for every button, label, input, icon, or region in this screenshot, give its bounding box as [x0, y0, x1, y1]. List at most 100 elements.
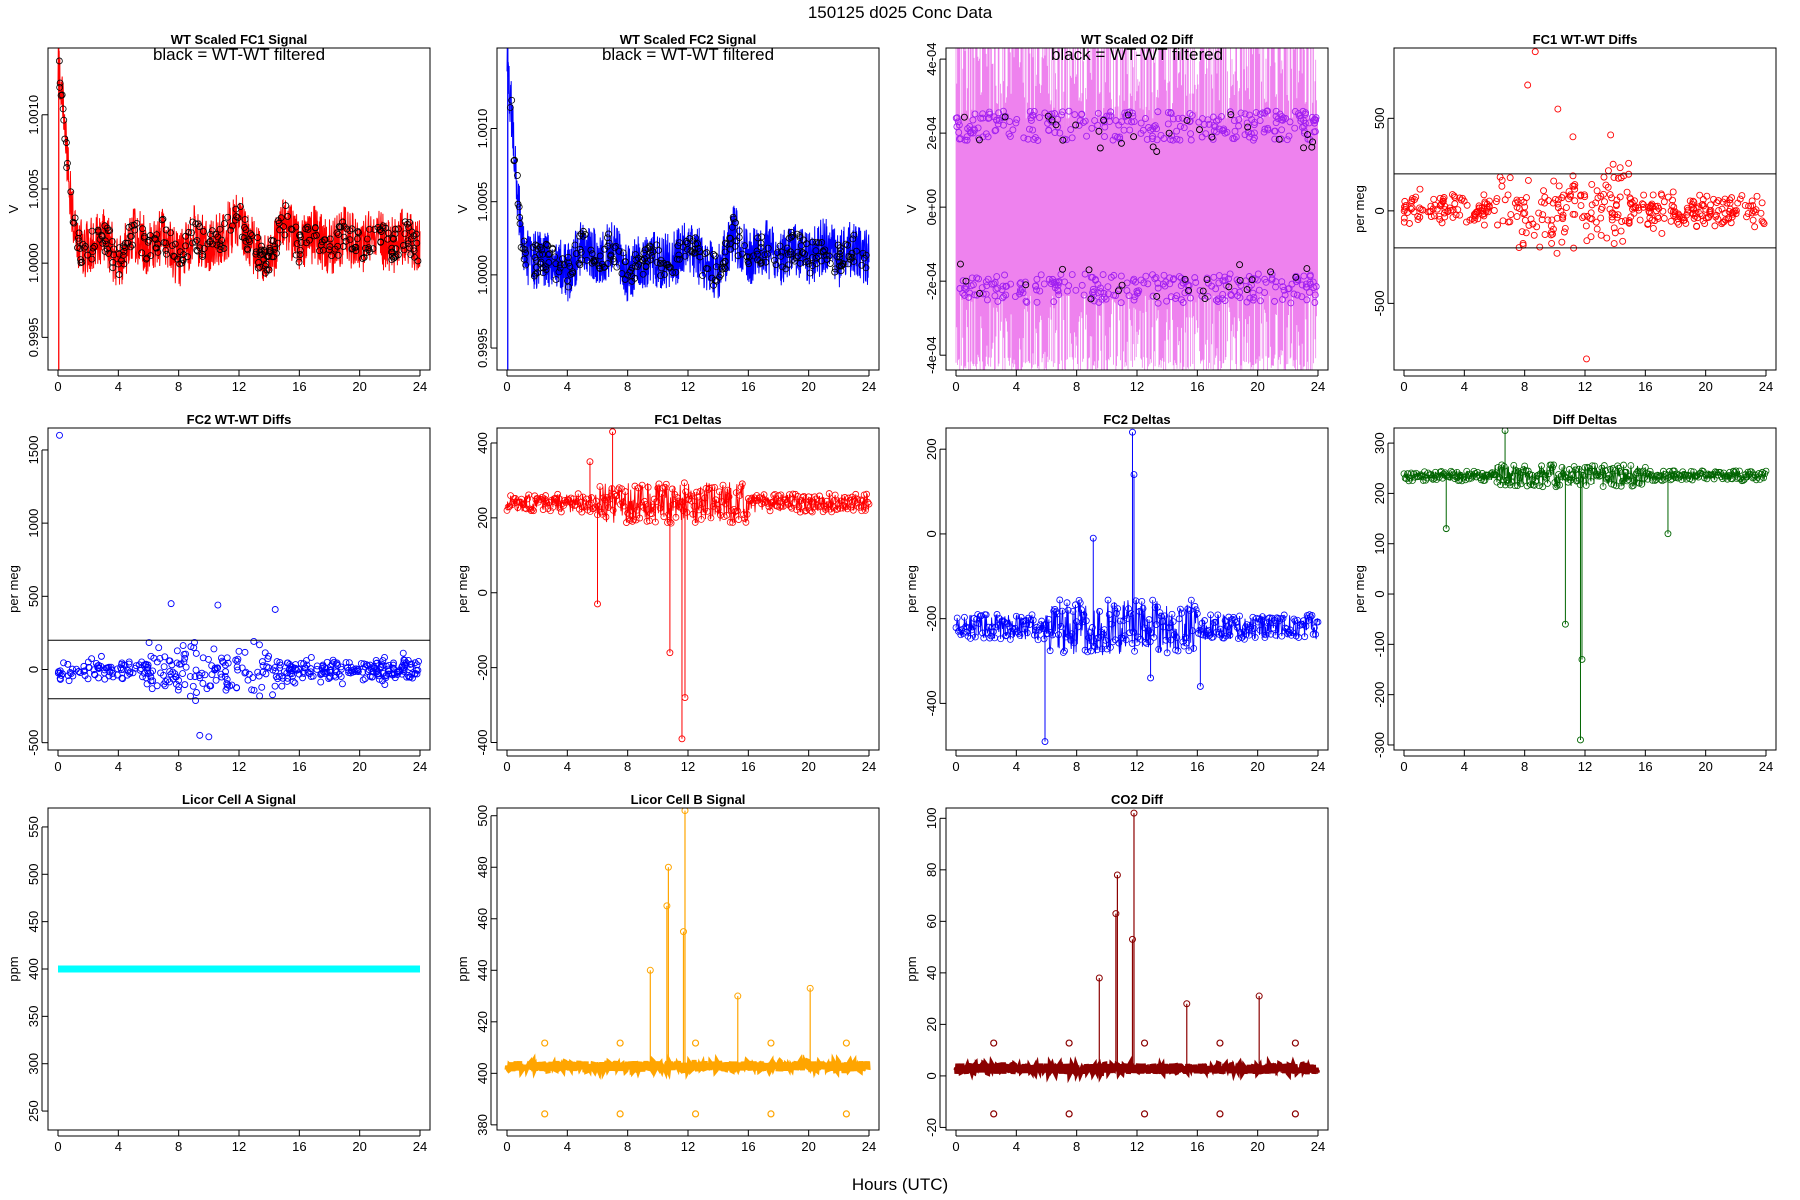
delta-point — [714, 506, 722, 513]
delta-point — [1416, 472, 1424, 480]
scatter-point — [97, 652, 105, 660]
filtered-point — [388, 244, 396, 252]
scatter-point — [212, 676, 220, 684]
scatter-point — [156, 654, 164, 662]
scatter-point — [328, 660, 336, 668]
x-tick-label: 8 — [1073, 759, 1080, 774]
filtered-point — [311, 224, 319, 232]
delta-point — [1585, 464, 1593, 472]
filtered-point — [1275, 135, 1283, 143]
co2-spike-point — [679, 928, 687, 936]
delta-point — [1421, 468, 1428, 476]
delta-point — [1586, 468, 1594, 475]
o2-point — [1312, 116, 1320, 124]
filtered-point — [520, 237, 528, 245]
scatter-point — [242, 668, 250, 676]
o2-point — [1094, 109, 1102, 117]
scatter-point — [1482, 208, 1490, 215]
filtered-point — [297, 233, 304, 241]
filtered-point — [261, 248, 269, 256]
scatter-point — [211, 665, 219, 673]
o2-point — [1091, 117, 1099, 125]
filtered-point — [168, 242, 176, 250]
delta-point — [1104, 596, 1112, 604]
scatter-point — [119, 675, 127, 683]
filtered-point — [776, 242, 784, 250]
o2-point — [1088, 124, 1096, 132]
delta-point — [1736, 467, 1743, 475]
o2-point — [1052, 278, 1060, 286]
o2-point — [1210, 273, 1218, 281]
filtered-point — [590, 258, 598, 266]
outlier-point — [56, 431, 63, 439]
delta-point — [1174, 647, 1182, 655]
delta-point — [641, 497, 648, 505]
delta-point — [1096, 608, 1103, 615]
o2-point — [994, 297, 1002, 305]
o2-point — [1305, 119, 1313, 127]
o2-point — [974, 124, 982, 132]
delta-point — [1115, 639, 1123, 647]
scatter-point — [148, 685, 156, 693]
filtered-point — [771, 256, 778, 264]
filtered-point — [254, 234, 261, 241]
delta-point — [524, 495, 531, 503]
filtered-point — [812, 247, 820, 255]
o2-point — [1287, 299, 1295, 307]
scatter-point — [1441, 209, 1448, 217]
delta-point — [1222, 632, 1230, 640]
delta-point — [661, 483, 669, 491]
scatter-point — [1553, 249, 1561, 257]
delta-point — [574, 490, 582, 498]
delta-point — [1515, 468, 1523, 475]
scatter-point — [81, 667, 89, 675]
filtered-point — [565, 283, 572, 291]
delta-point — [1411, 473, 1419, 481]
delta-point — [784, 501, 792, 508]
plot-area-wt-fc1-signal — [55, 48, 422, 370]
o2-point — [1151, 275, 1159, 283]
delta-point — [1284, 630, 1292, 638]
delta-point — [1082, 617, 1090, 625]
filtered-point — [199, 253, 206, 260]
delta-point — [652, 518, 659, 526]
scatter-point — [1627, 195, 1635, 203]
filtered-point — [1001, 113, 1009, 121]
scatter-point — [1669, 196, 1676, 204]
scatter-point — [1550, 177, 1558, 185]
filtered-point — [721, 248, 729, 256]
filtered-point — [506, 104, 514, 111]
scatter-point — [1640, 191, 1648, 199]
delta-spike-point — [1147, 674, 1155, 682]
o2-point — [1180, 124, 1188, 132]
filtered-point — [216, 225, 224, 233]
signal-line-wt-fc2-signal — [506, 48, 870, 302]
scatter-point — [1749, 216, 1757, 224]
o2-point — [1058, 111, 1065, 119]
delta-point — [1154, 603, 1161, 611]
filtered-point — [661, 271, 668, 278]
x-tick-label: 0 — [54, 1139, 61, 1154]
delta-point — [1105, 611, 1113, 618]
filtered-point — [328, 252, 336, 260]
delta-point — [1055, 631, 1062, 639]
scatter-point — [218, 673, 226, 681]
scatter-point — [1718, 220, 1726, 228]
o2-point — [1164, 120, 1172, 128]
o2-point — [1221, 277, 1229, 285]
o2-point — [1126, 126, 1134, 134]
y-tick-label: 200 — [475, 507, 490, 529]
filtered-point — [154, 248, 162, 256]
scatter-point — [1414, 216, 1422, 224]
o2-point — [1271, 297, 1278, 305]
filtered-point — [220, 245, 228, 252]
filtered-point — [975, 136, 983, 144]
filtered-point — [101, 237, 109, 245]
scatter-point — [142, 660, 150, 668]
delta-point — [1116, 617, 1124, 625]
delta-point — [1563, 474, 1571, 482]
cal-point — [616, 1110, 624, 1118]
delta-point — [1522, 467, 1530, 474]
